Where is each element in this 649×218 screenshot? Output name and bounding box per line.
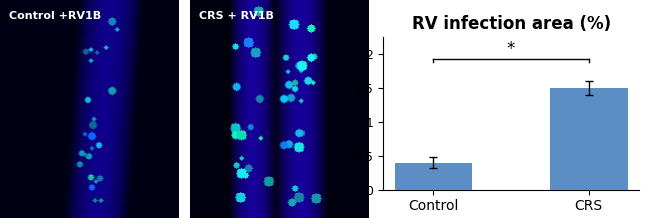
Bar bbox=[550, 88, 628, 190]
Title: RV infection area (%): RV infection area (%) bbox=[411, 15, 611, 33]
Text: CRS + RV1B: CRS + RV1B bbox=[199, 11, 274, 21]
Text: *: * bbox=[507, 40, 515, 58]
Bar bbox=[395, 163, 472, 190]
Text: Control +RV1B: Control +RV1B bbox=[9, 11, 101, 21]
